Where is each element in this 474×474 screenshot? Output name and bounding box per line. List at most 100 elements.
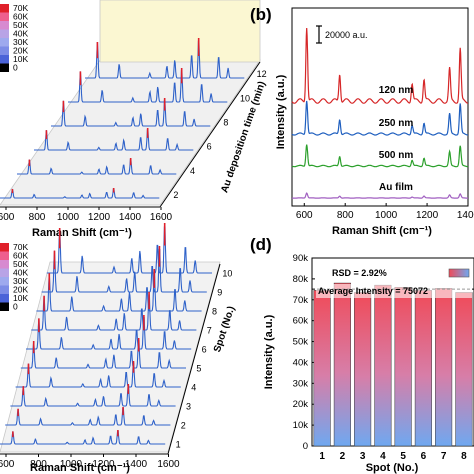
waterfall-trace <box>5 407 171 426</box>
colorbar-swatch <box>0 21 9 30</box>
depth-tick-label: 4 <box>190 166 195 176</box>
bar <box>333 282 351 447</box>
depth-tick-label: 6 <box>202 345 207 355</box>
colorbar-label: 70K <box>13 3 28 13</box>
waterfall-trace <box>15 362 181 388</box>
spectrum-curve <box>291 144 469 168</box>
colorbar-label: 40K <box>13 268 28 278</box>
x-tick-label: 1000 <box>60 459 83 470</box>
y-tick-label: 60k <box>293 316 309 327</box>
panel-b-scale-label: 20000 a.u. <box>325 30 368 40</box>
depth-tick-label: 10 <box>222 269 232 279</box>
depth-tick-label: 3 <box>186 402 191 412</box>
colorbar-label: 40K <box>13 29 28 39</box>
panel-d-label: (d) <box>250 235 272 254</box>
curve-label: Au film <box>379 182 413 193</box>
colorbar-swatch <box>0 29 9 38</box>
colorbar-label: 20K <box>13 46 28 56</box>
colorbar-swatch <box>0 302 9 311</box>
x-tick-label: 1400 <box>457 210 474 221</box>
x-tick-label: 1600 <box>157 459 180 470</box>
bar <box>374 284 392 447</box>
x-tick-label: 3 <box>360 451 366 462</box>
x-tick-label: 800 <box>337 210 354 221</box>
curve-label: 250 nm <box>379 118 414 129</box>
panel-a-backwall <box>99 0 261 63</box>
x-tick-label: 5 <box>400 451 406 462</box>
colorbar-label: 0 <box>13 302 18 312</box>
x-tick-label: 4 <box>380 451 386 462</box>
panel-d-ylabel: Intensity (a.u.) <box>263 314 275 389</box>
x-tick-label: 800 <box>30 459 47 470</box>
curve-label: 120 nm <box>379 85 414 96</box>
waterfall-trace <box>51 99 211 127</box>
spectrum-curve <box>291 27 468 104</box>
x-tick-label: 1 <box>319 451 325 462</box>
colorbar-swatch <box>0 251 9 260</box>
colorbar-swatch <box>0 285 9 294</box>
panel-d-avg-label: Average Intensity = 75072 <box>318 286 428 296</box>
colorbar-label: 70K <box>13 242 28 252</box>
x-tick-label: 800 <box>29 212 46 223</box>
x-tick-label: 7 <box>441 451 447 462</box>
waterfall-trace <box>34 129 194 151</box>
panel-b-x-ticks: 600 800 1000 1200 1400 <box>296 203 474 221</box>
colorbar-swatch <box>0 38 9 47</box>
waterfall-trace <box>85 40 245 79</box>
colorbar-label: 30K <box>13 276 28 286</box>
colorbar-swatch <box>0 277 9 286</box>
panel-a-depth-axis <box>159 61 261 208</box>
depth-tick-label: 8 <box>223 117 228 127</box>
depth-tick-label: 7 <box>207 326 212 336</box>
panel-b-ylabel: Intensity (a.u.) <box>275 74 287 149</box>
colorbar-swatch <box>0 46 9 55</box>
bar <box>394 286 412 447</box>
colorbar-label: 10K <box>13 293 28 303</box>
x-tick-label: 1400 <box>125 459 148 470</box>
depth-tick-label: 2 <box>181 421 186 431</box>
x-tick-label: 600 <box>0 459 15 470</box>
panel-b-label: (b) <box>250 5 272 24</box>
waterfall-trace <box>31 294 197 331</box>
depth-tick-label: 2 <box>173 190 178 200</box>
colorbar-swatch <box>0 12 9 21</box>
depth-tick-label: 10 <box>240 93 250 103</box>
panel-a: 600 800 1000 1200 1400 1600 12 10 8 6 4 2 Raman Sh… <box>0 0 268 239</box>
y-tick-label: 90k <box>293 253 309 264</box>
x-tick-label: 600 <box>0 212 15 223</box>
depth-tick-label: 12 <box>257 69 267 79</box>
colorbar-label: 50K <box>13 259 28 269</box>
waterfall-trace <box>0 430 166 445</box>
panel-c-floor <box>0 261 221 453</box>
curve-label: 500 nm <box>379 150 414 161</box>
panel-d: (d) 0 10k 20k 30k 40k 50k 60k 70k 80k 90k 1 2 3 4 5 6 7… <box>250 235 474 474</box>
waterfall-trace <box>10 385 176 407</box>
depth-tick-label: 6 <box>207 142 212 152</box>
x-tick-label: 2 <box>340 451 346 462</box>
x-tick-label: 1600 <box>150 212 173 223</box>
panel-b: (b) 20000 a.u. 120 nm 250 nm 500 nm Au film… <box>250 5 474 237</box>
y-tick-label: 70k <box>293 295 309 306</box>
depth-tick-label: 9 <box>217 288 222 298</box>
waterfall-trace <box>46 226 212 274</box>
colorbar-swatch <box>0 243 9 252</box>
waterfall-trace <box>26 317 192 350</box>
panel-d-avg-label-bg <box>316 284 472 298</box>
bar <box>354 292 372 447</box>
panel-d-x-ticks: 1 2 3 4 5 6 7 8 <box>319 451 467 462</box>
panel-d-y-ticks: 0 10k 20k 30k 40k 50k 60k 70k 80k 90k <box>293 253 315 452</box>
waterfall-trace <box>36 271 202 312</box>
panel-a-traces <box>0 38 245 199</box>
colorbar-label: 60K <box>13 12 28 22</box>
x-tick-label: 1400 <box>119 212 142 223</box>
colorbar-label: 60K <box>13 251 28 261</box>
x-tick-label: 1000 <box>57 212 80 223</box>
depth-tick-label: 4 <box>191 383 196 393</box>
panel-d-rsd-label: RSD = 2.92% <box>332 268 387 278</box>
colorbar-label: 20K <box>13 285 28 295</box>
y-tick-label: 50k <box>293 337 309 348</box>
colorbar-swatch <box>0 4 9 13</box>
